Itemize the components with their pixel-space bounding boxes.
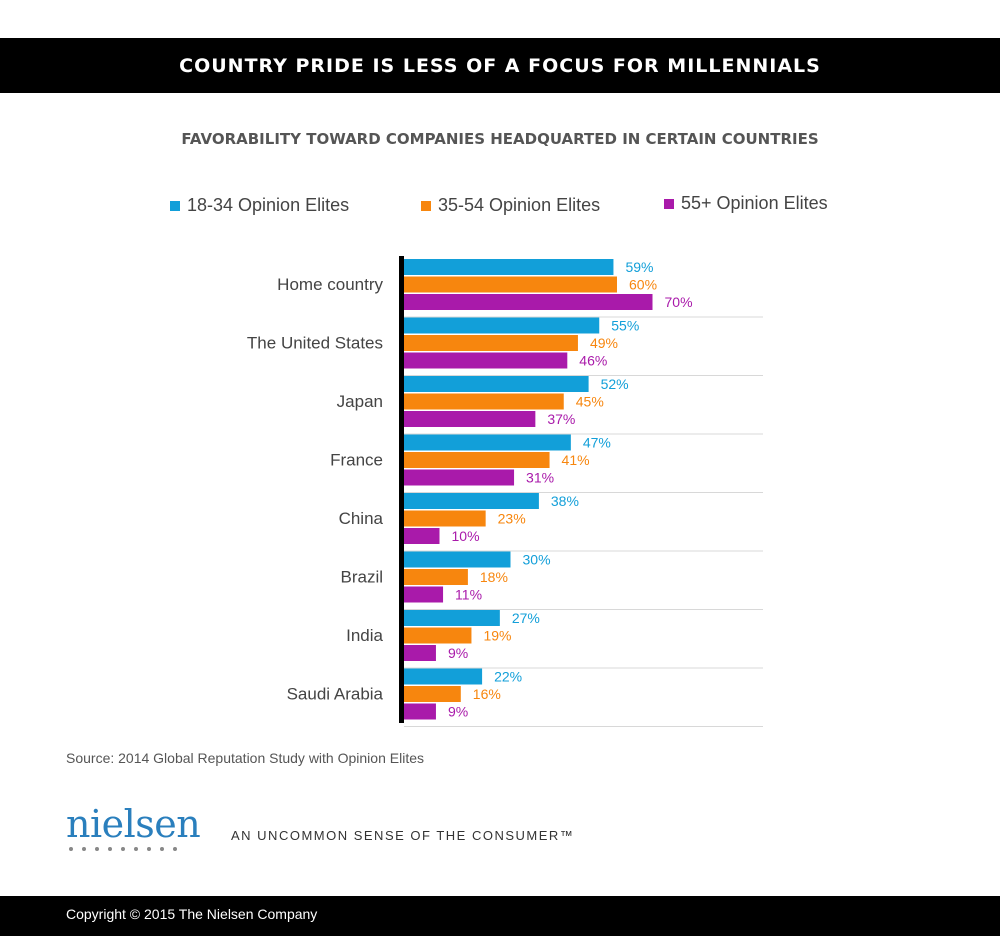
category-label: Saudi Arabia: [287, 685, 384, 704]
bar: [404, 294, 653, 310]
data-label: 19%: [483, 628, 511, 644]
legend-item-18-34: 18-34 Opinion Elites: [170, 195, 349, 216]
bar: [404, 335, 578, 351]
legend-swatch-35-54: [421, 200, 431, 211]
bar: [404, 276, 617, 293]
bar: [404, 469, 515, 486]
bar: [404, 686, 461, 702]
header-bar: COUNTRY PRIDE IS LESS OF A FOCUS FOR MIL…: [0, 38, 1000, 93]
logo-dots: [66, 847, 206, 851]
data-label: 45%: [576, 394, 604, 410]
bar: [404, 352, 568, 369]
legend-label-55-plus: 55+ Opinion Elites: [681, 193, 828, 213]
data-label: 9%: [448, 645, 468, 661]
bar: [404, 317, 600, 334]
data-label: 16%: [473, 686, 501, 702]
tagline: AN UNCOMMON SENSE OF THE CONSUMER™: [231, 828, 575, 843]
data-label: 55%: [611, 318, 639, 334]
data-label: 22%: [494, 669, 522, 685]
bar: [404, 610, 500, 626]
data-label: 59%: [625, 259, 653, 275]
bar: [404, 434, 571, 451]
legend-item-35-54: 35-54 Opinion Elites: [421, 195, 600, 216]
data-label: 11%: [455, 587, 482, 603]
bar: [404, 569, 468, 585]
copyright-text: Copyright © 2015 The Nielsen Company: [66, 906, 318, 922]
category-label: India: [346, 626, 383, 645]
legend-label-18-34: 18-34 Opinion Elites: [187, 195, 350, 215]
data-label: 18%: [480, 569, 508, 585]
data-label: 52%: [601, 376, 629, 392]
bar: [404, 376, 589, 392]
data-label: 38%: [551, 493, 579, 509]
y-axis-line: [399, 256, 404, 723]
legend-swatch-18-34: [170, 200, 180, 211]
source-note: Source: 2014 Global Reputation Study wit…: [66, 750, 424, 766]
data-label: 41%: [562, 452, 590, 468]
data-label: 70%: [665, 294, 693, 310]
bar: [404, 703, 436, 720]
category-label: Home country: [277, 275, 383, 294]
category-label: Japan: [337, 392, 383, 411]
data-label: 30%: [523, 552, 551, 568]
data-label: 49%: [590, 335, 618, 351]
bar: [404, 586, 444, 603]
bar: [404, 393, 564, 410]
data-label: 37%: [547, 411, 575, 427]
data-label: 9%: [448, 704, 468, 720]
bar: [404, 493, 539, 509]
page-title: COUNTRY PRIDE IS LESS OF A FOCUS FOR MIL…: [179, 54, 821, 77]
bar: [404, 259, 614, 275]
legend-swatch-55-plus: [664, 198, 674, 209]
bar: [404, 551, 511, 568]
category-label: France: [330, 451, 383, 470]
category-label: Brazil: [340, 568, 383, 587]
data-label: 10%: [452, 528, 480, 544]
footer-bar: Copyright © 2015 The Nielsen Company: [0, 896, 1000, 936]
data-label: 23%: [498, 511, 526, 527]
logo-wordmark: nielsen: [66, 802, 201, 846]
bar: [404, 668, 483, 685]
category-label: China: [339, 509, 384, 528]
legend-item-55-plus: 55+ Opinion Elites: [664, 193, 828, 214]
data-label: 27%: [512, 610, 540, 626]
bar: [404, 627, 472, 644]
data-label: 31%: [526, 470, 554, 486]
bar: [404, 528, 440, 544]
bar: [404, 510, 486, 527]
bar: [404, 411, 536, 427]
data-label: 46%: [579, 353, 607, 369]
legend-label-35-54: 35-54 Opinion Elites: [438, 195, 601, 215]
nielsen-logo: nielsen: [66, 805, 206, 857]
bar: [404, 452, 550, 468]
bar: [404, 645, 436, 661]
data-label: 60%: [629, 277, 657, 293]
category-label: The United States: [247, 334, 383, 353]
data-label: 47%: [583, 435, 611, 451]
chart-title: FAVORABILITY TOWARD COMPANIES HEADQUARTE…: [181, 130, 819, 148]
